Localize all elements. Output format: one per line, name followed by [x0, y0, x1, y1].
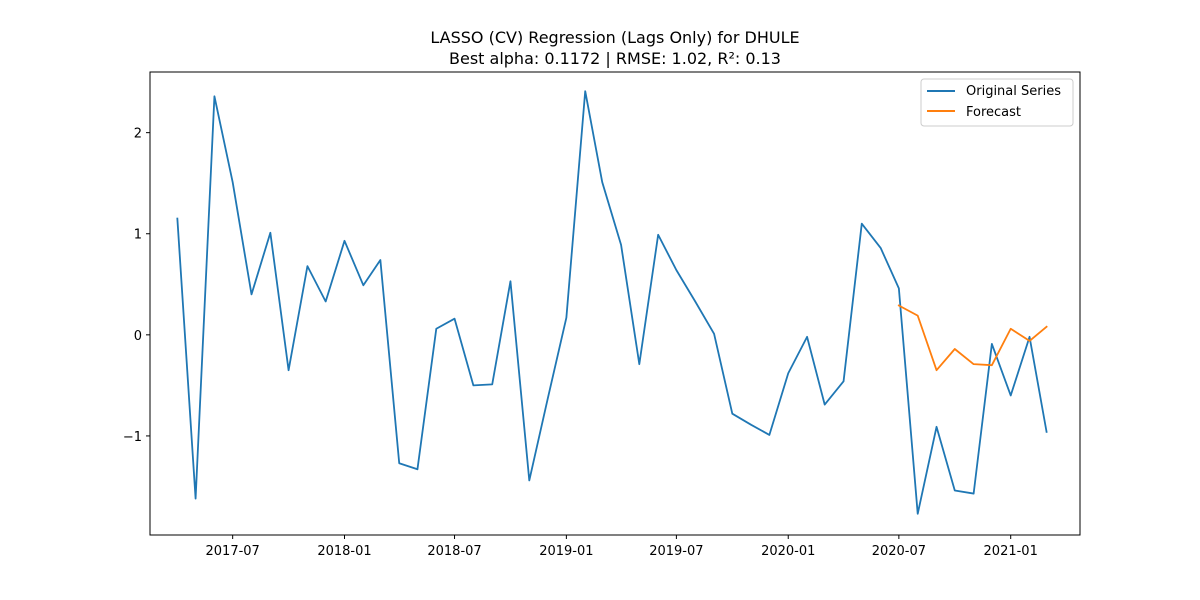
series-layer [176, 90, 1048, 515]
legend: Original Series Forecast [920, 78, 1074, 127]
chart-title: LASSO (CV) Regression (Lags Only) for DH… [430, 28, 799, 47]
x-tick-label: 2020-01 [761, 544, 815, 559]
axis-layer: 2017-07 2018-01 2018-07 2019-01 2019-07 2020-… [123, 127, 1038, 559]
x-tick-label: 2021-01 [984, 544, 1038, 559]
legend-label-original: Original Series [966, 84, 1061, 99]
chart-subtitle: Best alpha: 0.1172 | RMSE: 1.02, R²: 0.1… [449, 49, 781, 68]
original-series-line [176, 90, 1048, 515]
forecast-line [897, 304, 1048, 372]
x-tick-label: 2018-01 [317, 544, 371, 559]
legend-label-forecast: Forecast [966, 105, 1021, 120]
x-tick-label: 2017-07 [206, 544, 260, 559]
x-tick-label: 2020-07 [872, 544, 926, 559]
x-tick-label: 2019-07 [649, 544, 703, 559]
y-tick-label: 0 [134, 329, 142, 344]
plot-frame [149, 71, 1081, 536]
x-tick-label: 2018-07 [427, 544, 481, 559]
y-tick-label: 1 [134, 228, 142, 243]
x-tick-label: 2019-01 [539, 544, 593, 559]
legend-box [920, 78, 1074, 127]
y-tick-label: 2 [134, 127, 142, 142]
y-tick-label: −1 [123, 430, 142, 445]
